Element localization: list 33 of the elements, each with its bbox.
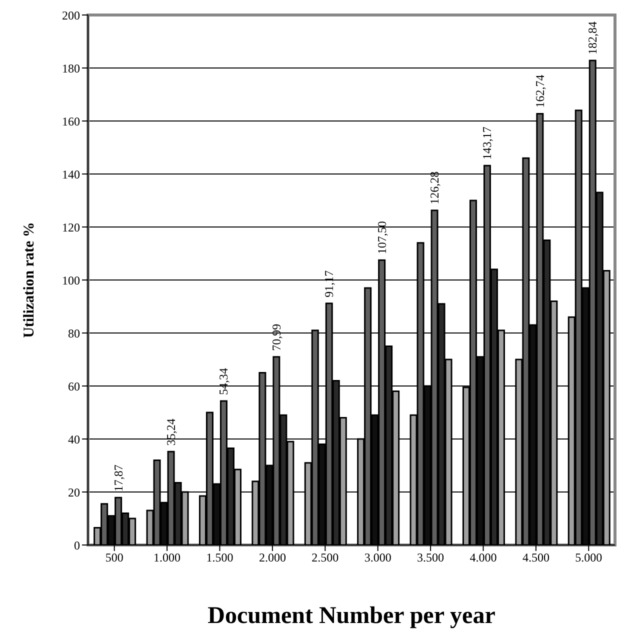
data-label: 91,17 [322,270,336,298]
x-tick-label: 1.000 [154,550,181,565]
x-tick-label: 2.500 [312,550,339,565]
y-tick-label: 140 [62,167,80,182]
y-axis-title: Utilization rate % [21,222,38,338]
y-tick-label: 180 [62,61,80,76]
data-label: 143,17 [480,126,494,160]
y-tick-label: 80 [68,326,80,340]
x-tick-label: 5.000 [575,550,602,565]
data-label: 35,24 [164,418,178,446]
data-label: 162,74 [532,74,547,108]
y-tick-label: 100 [62,273,80,288]
x-tick-label: 2.000 [258,550,286,565]
data-label: 182,84 [586,21,600,54]
x-tick-label: 4.000 [470,550,497,565]
y-tick-label: 120 [62,220,80,234]
y-tick-label: 20 [68,485,80,500]
x-tick-label: 3.000 [364,550,392,565]
y-tick-label: 200 [62,8,80,22]
y-tick-label: 160 [62,114,80,128]
y-tick-label: 0 [74,538,80,552]
x-tick-label: 500 [105,550,124,565]
y-tick-label: 60 [68,379,80,394]
y-tick-label: 40 [68,432,80,446]
data-label: 17,87 [111,464,126,492]
x-axis-title: Document Number per year [208,603,496,629]
data-label: 107,50 [374,221,389,254]
x-tick-label: 3.500 [417,550,444,565]
x-tick-label: 4.500 [522,550,550,565]
data-label: 70,99 [269,324,284,351]
x-tick-label: 1.500 [206,550,234,565]
data-label: 54,34 [216,368,231,395]
data-label: 126,28 [428,171,442,204]
